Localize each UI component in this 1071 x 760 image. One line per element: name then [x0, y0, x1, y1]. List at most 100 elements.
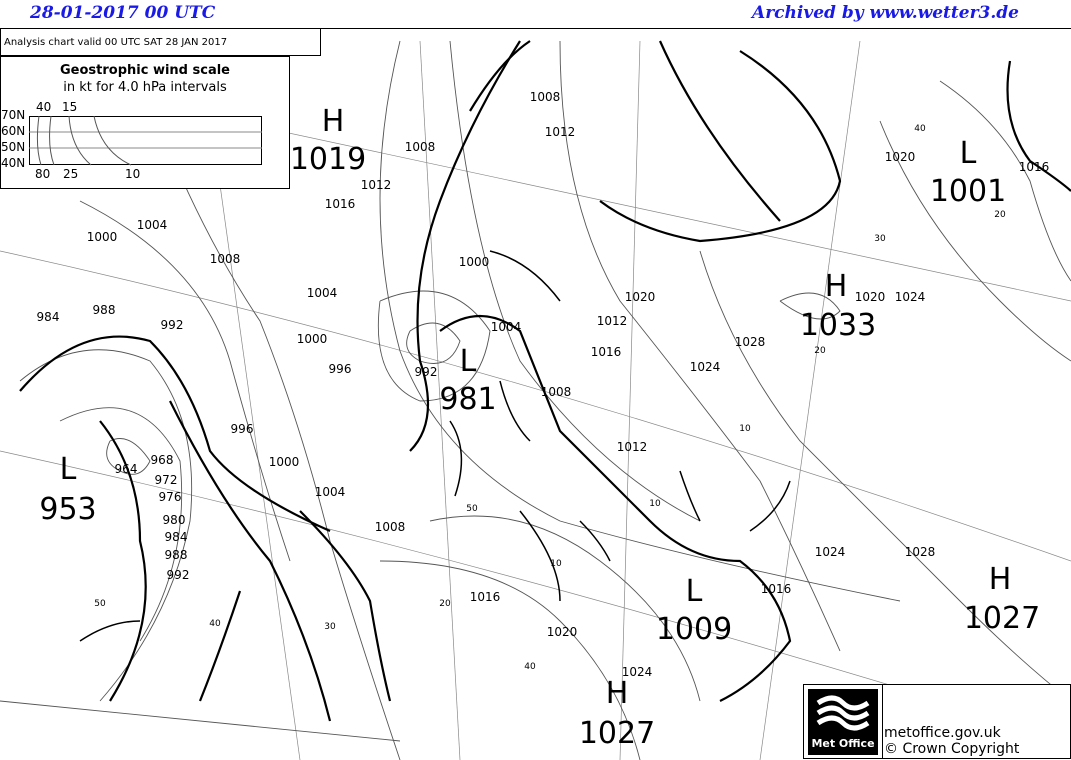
wind-speed-label: 40	[209, 619, 221, 629]
wind-speed-label: 10	[739, 424, 751, 434]
copyright: © Crown Copyright	[884, 741, 1020, 757]
isobar-label: 992	[161, 318, 184, 332]
isobar-label: 1016	[325, 197, 356, 211]
isobar-label: 964	[115, 462, 138, 476]
wind-speed-label: 50	[466, 504, 478, 514]
isobar-label: 1024	[622, 665, 653, 679]
wind-speed-label: 10	[649, 499, 661, 509]
isobar-label: 1012	[545, 125, 576, 139]
speed-label: 10	[125, 167, 141, 181]
wind-speed-label: 20	[994, 210, 1006, 220]
fronts	[19, 40, 1071, 722]
pressure-center-L: L	[60, 452, 77, 487]
wind-speed-label: 20	[814, 346, 826, 356]
isobar-label: 1008	[541, 385, 572, 399]
isobar-label: 996	[231, 422, 254, 436]
isobar-label: 992	[167, 568, 190, 582]
isobar-label: 1000	[269, 455, 300, 469]
waves-icon	[816, 695, 870, 731]
pressure-value: 1001	[930, 174, 1006, 209]
isobar-label: 1008	[375, 520, 406, 534]
wind-scale-graph	[29, 116, 262, 166]
isobar-label: 988	[165, 548, 188, 562]
isobar-label: 1004	[315, 485, 346, 499]
pressure-value: 981	[439, 382, 496, 417]
valid-time-label: Analysis chart valid 00 UTC SAT 28 JAN 2…	[0, 28, 321, 56]
pressure-center-H: H	[825, 269, 848, 304]
pressure-center-H: H	[989, 562, 1012, 597]
isobar-label: 980	[163, 513, 186, 527]
isobar-label: 1016	[470, 590, 501, 604]
pressure-value: 1019	[290, 142, 366, 177]
geostrophic-wind-scale: Geostrophic wind scale in kt for 4.0 hPa…	[0, 56, 290, 189]
chart-datetime: 28-01-2017 00 UTC	[30, 3, 216, 23]
speed-label: 15	[62, 100, 78, 114]
pressure-value: 1009	[656, 612, 732, 647]
pressure-value: 1033	[800, 308, 876, 343]
wind-speed-label: 30	[324, 622, 336, 632]
isobar-label: 1028	[905, 545, 936, 559]
isobar-label: 976	[159, 490, 182, 504]
met-office-credit: Met Office metoffice.gov.uk © Crown Copy…	[803, 684, 1071, 759]
speed-label: 40	[36, 100, 52, 114]
isobar-labels: 1008 1012 1008 1016 1012 1004 1000 1008 1004 1000…	[37, 90, 1050, 679]
isobar-label: 1008	[530, 90, 561, 104]
pressure-value: 953	[39, 492, 96, 527]
logo-text: Met Office	[811, 737, 875, 750]
lat-label: 60N	[1, 124, 26, 138]
isobar-label: 992	[415, 365, 438, 379]
pressure-center-H: H	[606, 676, 629, 711]
isobar-label: 1016	[591, 345, 622, 359]
isobar-label: 1000	[297, 332, 328, 346]
speed-label: 80	[35, 167, 51, 181]
isobar-label: 1004	[307, 286, 338, 300]
lat-label: 40N	[1, 156, 26, 170]
isobar-label: 1016	[1019, 160, 1050, 174]
isobar-label: 1028	[735, 335, 766, 349]
isobar-label: 1020	[855, 290, 886, 304]
isobar-label: 1024	[690, 360, 721, 374]
isobar-label: 1020	[547, 625, 578, 639]
isobar-label: 1012	[597, 314, 628, 328]
pressure-value: 1027	[579, 716, 655, 751]
isobar-label: 1004	[137, 218, 168, 232]
pressure-center-L: L	[686, 574, 703, 609]
isobar-label: 1020	[885, 150, 916, 164]
isobar-label: 984	[165, 530, 188, 544]
wind-speed-label: 30	[874, 234, 886, 244]
isobar-label: 968	[151, 453, 174, 467]
isobar-label: 1020	[625, 290, 656, 304]
lat-label: 70N	[1, 108, 26, 122]
isobar-label: 1000	[459, 255, 490, 269]
pressure-center-L: L	[460, 344, 477, 379]
isobar-label: 1008	[405, 140, 436, 154]
metoffice-link[interactable]: metoffice.gov.uk	[884, 725, 1001, 741]
pressure-value: 1027	[964, 601, 1040, 636]
isobar-label: 1024	[895, 290, 926, 304]
isobar-label: 1004	[491, 320, 522, 334]
isobar-label: 984	[37, 310, 60, 324]
wind-scale-subtitle: in kt for 4.0 hPa intervals	[63, 80, 227, 95]
speed-label: 25	[63, 167, 79, 181]
isobar-label: 988	[93, 303, 116, 317]
weak-troughs	[79, 250, 791, 642]
pressure-center-H: H	[322, 104, 345, 139]
isobar-label: 1012	[361, 178, 392, 192]
isobar-label: 1008	[210, 252, 241, 266]
met-office-logo: Met Office	[808, 689, 878, 755]
lat-label: 50N	[1, 140, 26, 154]
archive-credit[interactable]: Archived by www.wetter3.de	[752, 3, 1019, 23]
pressure-center-L: L	[960, 136, 977, 171]
isobar-label: 1012	[617, 440, 648, 454]
isobar-label: 1000	[87, 230, 118, 244]
isobar-label: 1016	[761, 582, 792, 596]
wind-speed-label: 40	[524, 662, 536, 672]
wind-speed-label: 10	[550, 559, 562, 569]
wind-scale-title: Geostrophic wind scale	[59, 63, 230, 78]
isobar-label: 1024	[815, 545, 846, 559]
wind-speed-label: 20	[439, 599, 451, 609]
wind-speed-label: 50	[94, 599, 106, 609]
wind-speed-label: 40	[914, 124, 926, 134]
